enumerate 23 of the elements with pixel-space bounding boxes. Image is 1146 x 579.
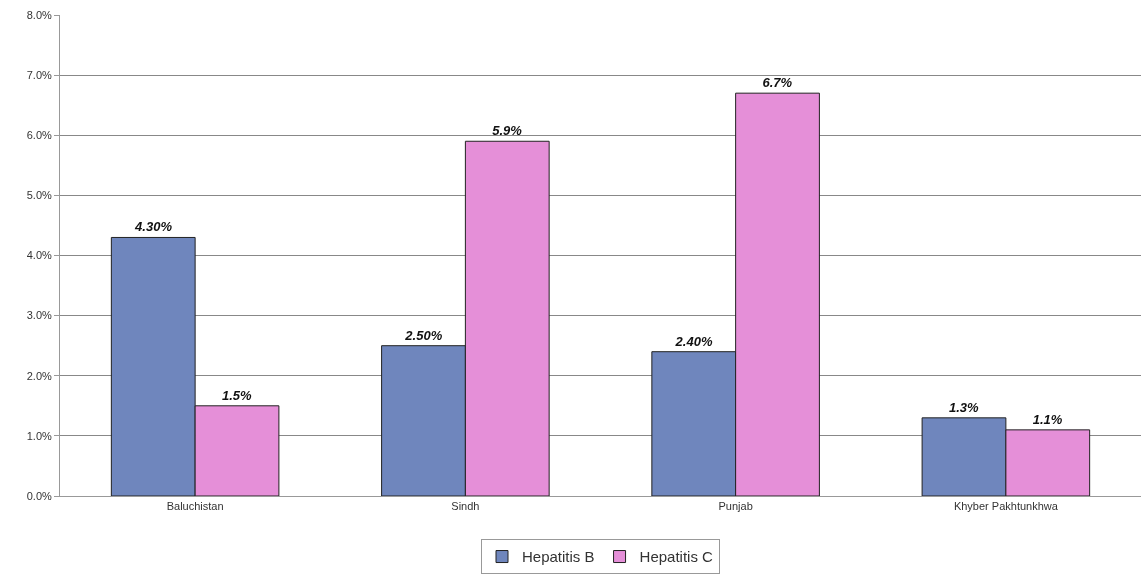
data-label: 1.5% xyxy=(221,387,253,403)
legend-label: Hepatitis B xyxy=(522,548,595,566)
y-tick-label: 8.0% xyxy=(26,8,53,21)
data-label: 1.1% xyxy=(1032,411,1063,427)
y-tick-label: 2.0% xyxy=(26,369,53,382)
y-tick-label: 3.0% xyxy=(26,309,53,322)
data-label: 2.50% xyxy=(404,327,443,343)
data-label: 4.30% xyxy=(134,219,173,235)
y-tick-label: 0.0% xyxy=(26,489,53,502)
x-tick-label: Khyber Pakhtunkhwa xyxy=(953,500,1059,513)
data-label: 1.3% xyxy=(948,399,980,415)
y-tick-label: 1.0% xyxy=(26,429,53,442)
legend-label: Hepatitis C xyxy=(639,548,714,566)
y-tick-label: 5.0% xyxy=(26,189,53,202)
y-tick-label: 7.0% xyxy=(26,68,53,81)
x-tick-label: Baluchistan xyxy=(166,500,224,513)
data-label: 2.40% xyxy=(674,333,713,349)
y-tick-label: 6.0% xyxy=(26,129,53,142)
x-tick-label: Sindh xyxy=(451,500,480,513)
y-tick-label: 4.0% xyxy=(26,249,53,262)
data-label: 5.9% xyxy=(492,123,523,139)
x-tick-label: Punjab xyxy=(718,500,753,513)
data-label: 6.7% xyxy=(762,75,793,91)
